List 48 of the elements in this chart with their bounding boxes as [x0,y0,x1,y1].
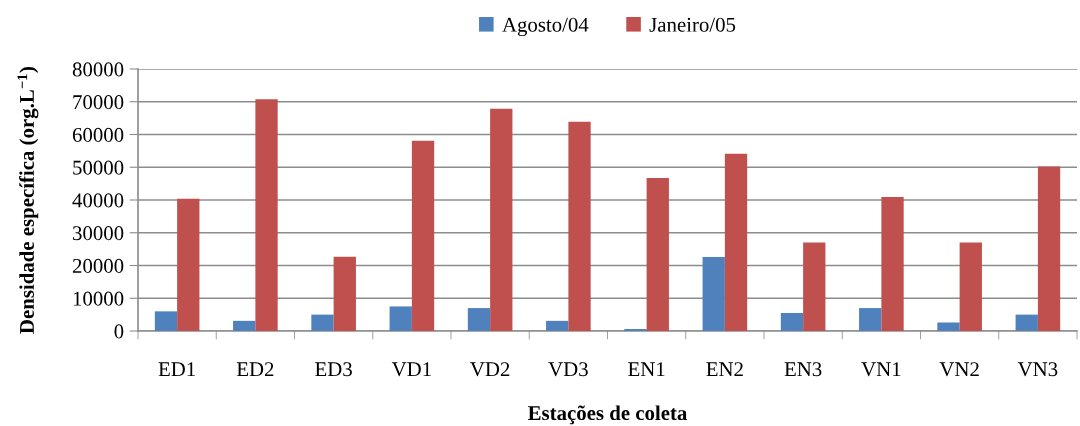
y-tick-label: 50000 [73,160,124,175]
bar [859,308,882,331]
bar [490,108,513,331]
bar [803,242,826,331]
legend-label: Janeiro/05 [649,17,736,32]
bar [702,256,725,331]
bar [177,198,200,331]
bar [411,140,435,331]
x-tick-label: EN1 [628,362,665,377]
y-tick-label: 20000 [72,258,124,273]
x-tick-label: ED1 [158,362,195,377]
bar [646,178,669,331]
y-tick-label: 70000 [73,95,124,110]
bar [780,312,804,331]
y-tick-label: 30000 [73,226,124,241]
x-axis-title: Estações de coleta [528,405,688,425]
x-tick-label: VD3 [548,362,588,377]
y-tick-label: 40000 [72,193,124,208]
bar [333,256,356,331]
x-tick-label: VN2 [939,362,979,377]
x-tick-label: VN1 [861,362,901,377]
x-tick-label: VN3 [1017,362,1058,377]
x-tick-label: EN2 [706,362,743,377]
y-tick-label: 0 [114,324,124,339]
legend-label: Agosto/04 [502,17,589,37]
bar [1015,314,1038,331]
bar [937,322,960,331]
x-tick-label: EN3 [784,362,822,377]
bar [233,320,256,331]
y-tick-label: 80000 [72,62,124,77]
bar [959,242,982,331]
x-tick-label: ED2 [236,362,274,377]
bar [546,320,569,331]
bar [154,311,178,331]
bar [568,121,591,331]
y-tick-label: 60000 [72,127,124,142]
x-tick-label: VD2 [470,362,510,377]
y-axis-title: Densidade específica (org.L$^{−1}$) [17,67,39,334]
bar [389,306,412,331]
bar [255,99,278,331]
bar [881,197,904,331]
bar [311,314,334,331]
x-tick-label: ED3 [315,362,352,377]
bar [467,308,491,331]
x-tick-label: VD1 [391,362,431,377]
bar [724,153,748,331]
bar [1037,166,1061,331]
y-tick-label: 10000 [73,291,124,306]
